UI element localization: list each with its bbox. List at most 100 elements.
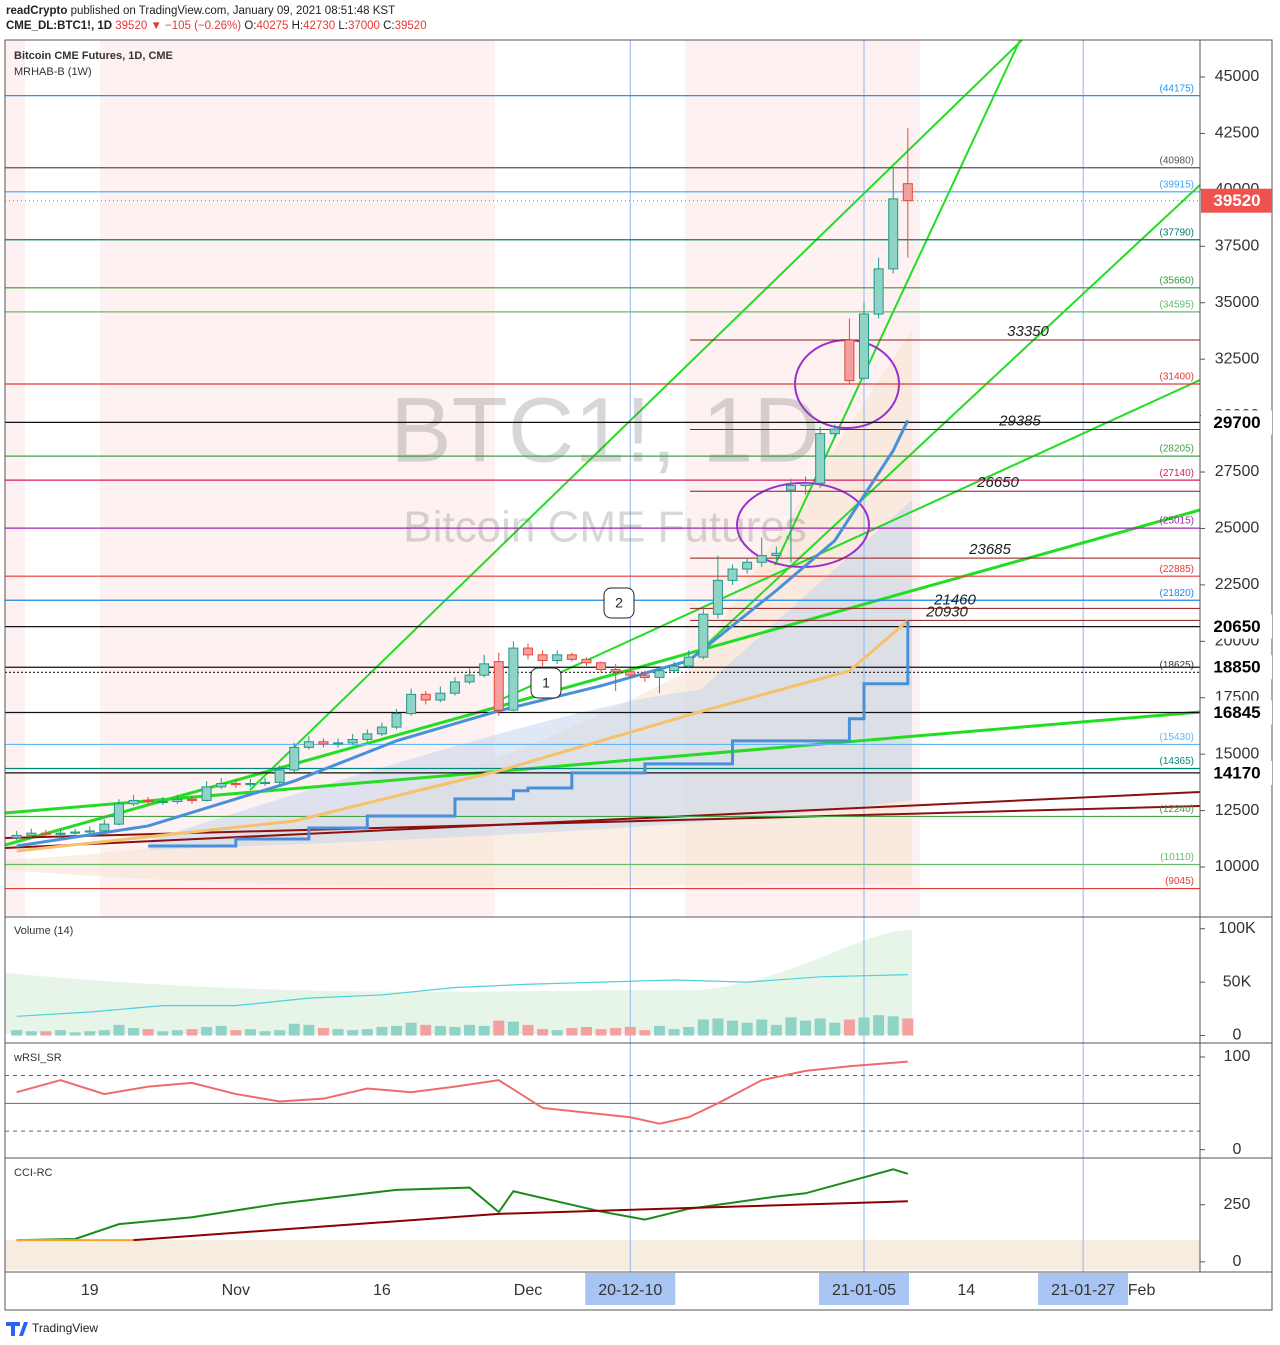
price-pane: BTC1!, 1D Bitcoin CME Futures [5, 40, 1200, 890]
pane-title: wRSI_SR [13, 1052, 62, 1064]
candle-body [829, 428, 840, 435]
volume-bar [142, 1029, 154, 1036]
volume-bar [303, 1024, 315, 1036]
candle-body [858, 313, 869, 379]
published: published on TradingView.com, January 09… [70, 5, 396, 17]
x-tick-label: 14 [957, 1282, 975, 1299]
x-tick-highlight [1038, 1273, 1129, 1305]
ohlc-o-value: 40275 [256, 20, 289, 32]
background [5, 40, 1200, 1272]
indicator-line [16, 1060, 908, 1125]
trend-line [249, 40, 1023, 791]
volume-bar [741, 1022, 753, 1036]
candle-body [245, 783, 256, 786]
candle-body [406, 693, 417, 715]
volume-bar [391, 1025, 403, 1036]
volume-bar [230, 1030, 242, 1036]
price-tag-label: 14170 [1213, 763, 1260, 782]
x-tick-label: 19 [81, 1282, 99, 1299]
change: ▼ −105 (−0.26%) [150, 20, 242, 32]
level-label: (40980) [1160, 155, 1194, 166]
candle-body [508, 647, 519, 711]
volume-bar [84, 1031, 96, 1036]
y-tick-label: 15000 [1215, 745, 1260, 762]
volume-bar [858, 1017, 870, 1036]
volume-bar [902, 1018, 914, 1036]
level-label: (10110) [1160, 852, 1194, 863]
chart-title: Bitcoin CME Futures, 1D, CME [14, 50, 173, 62]
volume-bar [639, 1030, 651, 1036]
candle-body [522, 647, 533, 656]
candle-body [201, 786, 212, 801]
volume-bar [347, 1030, 359, 1036]
volume-bar [274, 1030, 286, 1036]
candle-body [391, 713, 402, 728]
y-tick-label: 42500 [1215, 125, 1260, 142]
volume-bar [55, 1030, 67, 1036]
price-line-label: 33350 [1007, 323, 1049, 340]
candle-body [99, 823, 110, 832]
candle-body [639, 674, 650, 678]
candle-body [785, 485, 796, 491]
price-tag [1201, 655, 1272, 680]
volume-bar [405, 1022, 417, 1036]
y-tick-label: 100 [1224, 1048, 1251, 1065]
y-tick-label: 0 [1233, 1141, 1242, 1158]
ohlc-l-value: 37000 [347, 20, 380, 32]
price-line-label: 29385 [998, 412, 1041, 429]
ohlc-l: L: [338, 20, 348, 32]
trend-line [5, 805, 1200, 839]
volume-bar [244, 1029, 256, 1036]
watermark: Bitcoin CME Futures [403, 503, 806, 552]
y-tick-label: 10000 [1215, 858, 1260, 875]
candle-body [303, 741, 314, 748]
volume-bar [770, 1024, 782, 1036]
volume-bar [493, 1020, 505, 1036]
volume-bar [566, 1028, 578, 1036]
volume-bar [332, 1029, 344, 1036]
candle-body [815, 433, 826, 484]
candle-body [727, 568, 738, 581]
candle-body [844, 339, 855, 382]
y-tick-label: 25000 [1215, 520, 1260, 537]
volume-bar [171, 1030, 183, 1036]
y-tick-label: 0 [1233, 1027, 1242, 1044]
volume-bar [478, 1025, 490, 1036]
volume-bar [507, 1021, 519, 1036]
candle-body [742, 561, 753, 570]
candle-body [11, 834, 22, 839]
y-tick-label: 50K [1223, 973, 1252, 990]
volume-bar [11, 1030, 23, 1036]
volume-bar [259, 1031, 271, 1036]
price-line-label: 20930 [925, 603, 968, 620]
price-line-label: 21460 [933, 591, 976, 608]
trend-line [5, 791, 1200, 849]
header: readCrypto published on TradingView.com,… [6, 4, 427, 34]
candle-body [669, 665, 680, 672]
annotation-label: 2 [615, 595, 623, 611]
candle-body [362, 733, 373, 740]
candle-body [435, 692, 446, 701]
candle-body [683, 656, 694, 667]
overlay-line [148, 620, 910, 848]
level-label: (31400) [1160, 372, 1194, 383]
volume-bar [522, 1024, 534, 1036]
candle-body [318, 741, 329, 745]
pane-title: Volume (14) [14, 925, 73, 937]
x-tick-highlight [818, 1273, 909, 1305]
x-tick-label: 20-12-10 [598, 1282, 662, 1299]
symbol: CME_DL:BTC1!, 1D [6, 20, 113, 32]
level-label: (27140) [1160, 468, 1194, 479]
volume-bar [829, 1022, 841, 1036]
last-price-label: 39520 [1213, 191, 1260, 210]
brand: TradingView [32, 1321, 98, 1335]
y-tick-label: 250 [1224, 1196, 1251, 1213]
overlay-line [16, 419, 910, 848]
footer: TradingView [6, 1321, 98, 1336]
session-band [5, 40, 25, 916]
cci-band [5, 1240, 1200, 1270]
last-price-tag [1201, 188, 1272, 213]
candle-body [581, 658, 592, 664]
candle-body [537, 654, 548, 661]
